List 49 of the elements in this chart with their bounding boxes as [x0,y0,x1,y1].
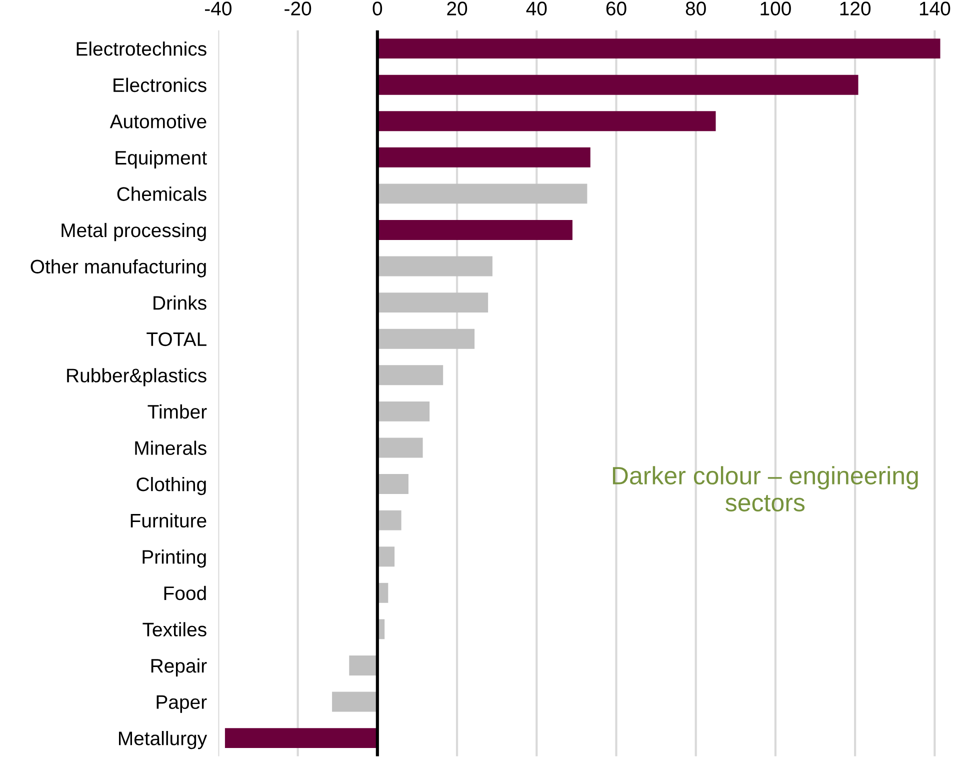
y-tick-label: Other manufacturing [30,259,206,278]
y-tick-label: Chemicals [117,186,206,201]
bar [377,74,858,95]
bar [377,184,588,204]
bar [377,220,572,240]
bar [332,692,378,712]
bar [377,147,590,168]
y-tick-label: Minerals [135,440,206,455]
bar [349,655,378,676]
y-tick-label: Clothing [136,476,206,496]
y-tick-label: Equipment [116,150,207,168]
bar [377,328,475,349]
x-tick-label: 100 [760,2,791,16]
bar [224,728,378,748]
y-tick-label: Metal processing [62,222,206,242]
x-tick-label: 0 [372,2,382,16]
x-tick-label: -40 [205,2,232,16]
bar [377,256,492,276]
bar [377,38,940,59]
y-tick-label: Furniture [130,513,206,528]
y-tick-label: Electronics [114,78,206,92]
x-tick-label: 80 [686,2,706,16]
bar [377,111,716,132]
x-tick-label: 20 [447,2,468,16]
y-tick-label: Automotive [110,114,206,128]
y-tick-label: Repair [151,658,207,677]
bar [377,401,430,422]
y-tick-label: Printing [142,550,206,568]
bar [377,438,423,458]
y-tick-label: Metallurgy [118,731,208,750]
bar [377,292,488,313]
y-tick-label: Timber [148,404,207,419]
x-tick-label: -20 [284,2,312,16]
y-tick-label: Electrotechnics [76,42,206,56]
bar [377,474,408,494]
x-tick-label: 40 [526,2,547,16]
x-tick-label: 60 [606,2,626,16]
y-tick-label: Paper [156,695,207,713]
annotation: Darker colour – engineering sectors [612,466,918,512]
y-tick-label: Textiles [142,622,206,636]
y-tick-label: Rubber&plastics [67,368,206,386]
y-tick-label: Food [164,586,206,600]
bar [377,546,395,567]
y-tick-label: Drinks [154,296,206,310]
bar [377,510,402,530]
y-tick-label: TOTAL [146,332,206,346]
x-tick-label: 120 [840,2,871,16]
x-tick-label: 140 [920,2,950,16]
bar [377,365,444,386]
